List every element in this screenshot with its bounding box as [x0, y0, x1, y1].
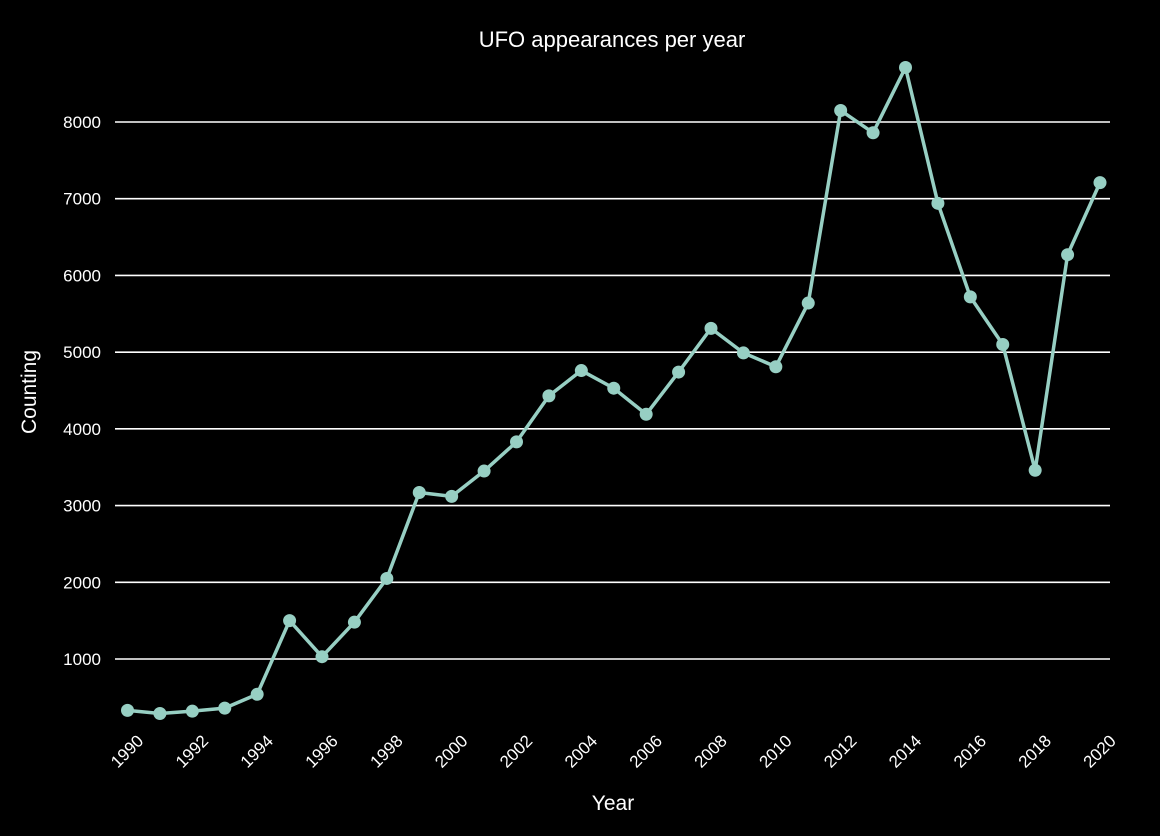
- y-tick-label: 7000: [63, 190, 101, 209]
- data-point: [445, 489, 459, 503]
- x-tick-label: 2008: [691, 731, 731, 771]
- data-point: [1093, 176, 1107, 190]
- data-point: [542, 389, 556, 403]
- data-point: [121, 703, 134, 717]
- chart-title: UFO appearances per year: [479, 27, 746, 52]
- data-point: [315, 650, 329, 664]
- data-point: [866, 126, 880, 140]
- x-tick-label: 2018: [1015, 731, 1055, 771]
- data-point: [153, 706, 167, 720]
- data-point: [510, 435, 523, 449]
- x-tick-label: 2014: [885, 731, 925, 771]
- data-point: [963, 290, 977, 304]
- x-tick-label: 2020: [1080, 731, 1120, 771]
- x-tick-label: 1992: [172, 731, 212, 771]
- data-point: [736, 346, 750, 360]
- data-point: [574, 364, 588, 378]
- x-tick-label: 2002: [496, 731, 536, 771]
- y-axis-ticks: 1000 2000 3000 4000 5000 6000 7000 8000: [63, 113, 101, 669]
- x-tick-label: 2006: [626, 731, 666, 771]
- x-tick-label: 2010: [755, 731, 795, 771]
- y-tick-label: 6000: [63, 266, 101, 285]
- data-point: [250, 687, 264, 701]
- data-point: [899, 61, 912, 75]
- x-tick-label: 2000: [431, 731, 471, 771]
- data-point: [607, 381, 621, 395]
- x-tick-label: 1990: [107, 731, 147, 771]
- data-point: [347, 615, 361, 629]
- y-axis-label: Counting: [18, 350, 41, 434]
- y-tick-label: 8000: [63, 113, 101, 132]
- data-point: [834, 103, 848, 117]
- x-axis-ticks: 1990 1992 1994 1996 1998 2000 2002 2004 2006 2008…: [107, 731, 1120, 771]
- data-point: [218, 701, 232, 715]
- data-point: [1028, 463, 1042, 477]
- x-tick-label: 2016: [950, 731, 990, 771]
- data-point: [380, 571, 394, 585]
- gridlines: [115, 121, 1110, 660]
- y-tick-label: 5000: [63, 343, 101, 362]
- data-point: [769, 360, 783, 374]
- data-point: [704, 321, 718, 335]
- y-tick-label: 1000: [63, 650, 101, 669]
- data-point: [931, 196, 945, 210]
- data-point: [477, 464, 491, 478]
- data-point: [1061, 248, 1075, 262]
- y-tick-label: 3000: [63, 497, 101, 516]
- data-points: [121, 61, 1107, 720]
- x-tick-label: 1994: [237, 731, 277, 771]
- x-tick-label: 1998: [366, 731, 406, 771]
- x-tick-label: 2012: [820, 731, 860, 771]
- data-point: [283, 614, 297, 628]
- data-point: [801, 296, 815, 310]
- data-point: [639, 407, 653, 421]
- x-axis-label: Year: [592, 792, 634, 815]
- data-point: [412, 486, 426, 500]
- x-tick-label: 1996: [302, 731, 342, 771]
- data-point: [185, 704, 199, 718]
- y-tick-label: 2000: [63, 573, 101, 592]
- data-point: [672, 365, 686, 379]
- data-point: [996, 337, 1010, 351]
- x-tick-label: 2004: [561, 731, 601, 771]
- y-tick-label: 4000: [63, 420, 101, 439]
